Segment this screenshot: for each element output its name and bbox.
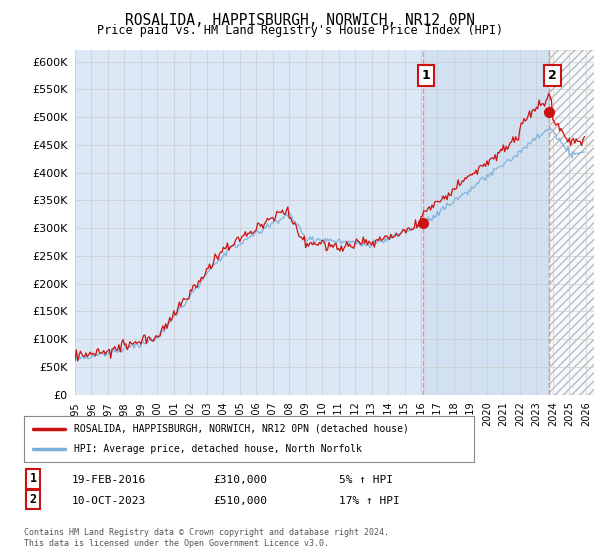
Text: Price paid vs. HM Land Registry's House Price Index (HPI): Price paid vs. HM Land Registry's House … <box>97 24 503 37</box>
Text: £510,000: £510,000 <box>213 496 267 506</box>
Text: 19-FEB-2016: 19-FEB-2016 <box>72 475 146 486</box>
Text: Contains HM Land Registry data © Crown copyright and database right 2024.
This d: Contains HM Land Registry data © Crown c… <box>24 528 389 548</box>
Text: 10-OCT-2023: 10-OCT-2023 <box>72 496 146 506</box>
Bar <box>423 50 549 395</box>
Bar <box>549 50 600 395</box>
Text: 2: 2 <box>548 69 557 82</box>
Text: ROSALIDA, HAPPISBURGH, NORWICH, NR12 0PN (detached house): ROSALIDA, HAPPISBURGH, NORWICH, NR12 0PN… <box>74 423 409 433</box>
Text: 1: 1 <box>422 69 431 82</box>
Text: 17% ↑ HPI: 17% ↑ HPI <box>339 496 400 506</box>
Text: HPI: Average price, detached house, North Norfolk: HPI: Average price, detached house, Nort… <box>74 444 361 454</box>
Text: £310,000: £310,000 <box>213 475 267 486</box>
Text: ROSALIDA, HAPPISBURGH, NORWICH, NR12 0PN: ROSALIDA, HAPPISBURGH, NORWICH, NR12 0PN <box>125 13 475 29</box>
Text: 2: 2 <box>29 493 37 506</box>
Text: 1: 1 <box>29 472 37 486</box>
Text: 5% ↑ HPI: 5% ↑ HPI <box>339 475 393 486</box>
